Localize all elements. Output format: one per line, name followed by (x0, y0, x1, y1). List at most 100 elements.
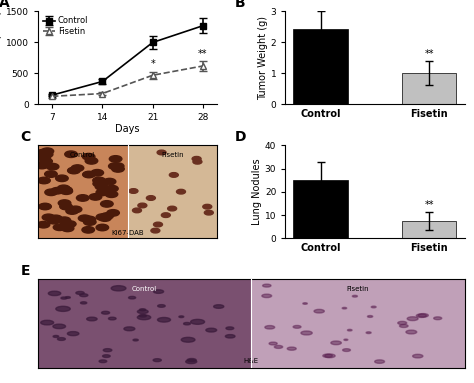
Ellipse shape (53, 336, 59, 337)
Circle shape (40, 151, 53, 158)
Ellipse shape (109, 317, 116, 320)
Text: Ki67-DAB: Ki67-DAB (111, 229, 144, 236)
Ellipse shape (65, 296, 70, 298)
Text: Fisetin: Fisetin (346, 286, 369, 291)
Circle shape (58, 200, 71, 206)
Ellipse shape (191, 319, 205, 324)
Ellipse shape (111, 286, 126, 291)
Ellipse shape (124, 327, 135, 331)
Circle shape (59, 222, 72, 229)
Ellipse shape (347, 329, 352, 331)
Ellipse shape (128, 296, 136, 299)
Ellipse shape (154, 290, 164, 293)
Ellipse shape (214, 305, 224, 308)
Ellipse shape (303, 303, 307, 304)
Ellipse shape (103, 349, 112, 352)
Circle shape (55, 175, 68, 182)
Ellipse shape (56, 306, 70, 311)
Circle shape (57, 185, 70, 192)
Circle shape (103, 178, 116, 185)
Ellipse shape (434, 317, 442, 320)
Text: D: D (235, 130, 246, 144)
Ellipse shape (406, 330, 417, 334)
Ellipse shape (181, 337, 195, 342)
Circle shape (93, 177, 105, 184)
Circle shape (109, 155, 122, 162)
Circle shape (64, 221, 76, 227)
Circle shape (176, 189, 185, 194)
Circle shape (154, 222, 163, 227)
Text: **: ** (198, 49, 208, 59)
Bar (402, 73, 456, 105)
Circle shape (65, 151, 77, 157)
Circle shape (93, 180, 106, 187)
Circle shape (53, 224, 66, 231)
Circle shape (85, 158, 98, 164)
Circle shape (192, 157, 201, 161)
Circle shape (40, 158, 52, 165)
Ellipse shape (416, 314, 427, 318)
Circle shape (60, 188, 73, 195)
Ellipse shape (80, 294, 88, 297)
Circle shape (101, 213, 113, 219)
Y-axis label: Tumor Weight (g): Tumor Weight (g) (258, 16, 268, 100)
Circle shape (83, 216, 96, 223)
Ellipse shape (53, 324, 65, 329)
Ellipse shape (226, 327, 234, 330)
Circle shape (61, 225, 74, 232)
Ellipse shape (99, 360, 107, 363)
Y-axis label: Tumor Volume (mm³): Tumor Volume (mm³) (0, 10, 3, 106)
Circle shape (133, 208, 141, 213)
Ellipse shape (352, 295, 357, 297)
Circle shape (42, 214, 55, 221)
Ellipse shape (400, 324, 408, 327)
Text: A: A (0, 0, 9, 10)
Ellipse shape (413, 354, 423, 358)
Ellipse shape (158, 304, 165, 307)
Ellipse shape (366, 332, 371, 334)
Circle shape (60, 203, 73, 210)
Text: **: ** (424, 200, 434, 211)
Circle shape (83, 219, 96, 225)
Text: **: ** (424, 49, 434, 59)
Circle shape (51, 187, 64, 194)
Circle shape (38, 177, 50, 184)
Ellipse shape (342, 308, 346, 309)
Circle shape (151, 228, 160, 233)
Text: Control: Control (70, 152, 95, 158)
Ellipse shape (186, 360, 197, 363)
Circle shape (96, 189, 109, 196)
Y-axis label: Lung Nodules: Lung Nodules (252, 159, 262, 225)
Circle shape (82, 227, 94, 233)
Bar (38, 280, 251, 368)
Ellipse shape (262, 294, 272, 298)
Circle shape (204, 210, 213, 215)
Circle shape (38, 154, 51, 161)
Circle shape (58, 217, 71, 223)
Circle shape (168, 206, 177, 211)
Text: *: * (150, 59, 155, 69)
Circle shape (100, 201, 113, 207)
Bar (38, 146, 128, 238)
Ellipse shape (206, 328, 217, 332)
Circle shape (66, 208, 78, 214)
Circle shape (59, 187, 72, 193)
Ellipse shape (57, 337, 65, 340)
Ellipse shape (287, 347, 296, 350)
Ellipse shape (133, 339, 138, 341)
Ellipse shape (48, 291, 61, 296)
Ellipse shape (183, 322, 191, 325)
Bar (293, 28, 348, 105)
Circle shape (96, 224, 109, 231)
Circle shape (37, 221, 50, 228)
Text: E: E (21, 264, 30, 278)
Circle shape (45, 189, 57, 196)
Circle shape (60, 187, 73, 193)
Circle shape (46, 164, 59, 170)
Circle shape (106, 185, 118, 192)
Circle shape (47, 218, 60, 224)
Ellipse shape (371, 306, 376, 308)
Ellipse shape (314, 309, 324, 313)
Ellipse shape (331, 341, 341, 345)
Ellipse shape (87, 317, 97, 321)
